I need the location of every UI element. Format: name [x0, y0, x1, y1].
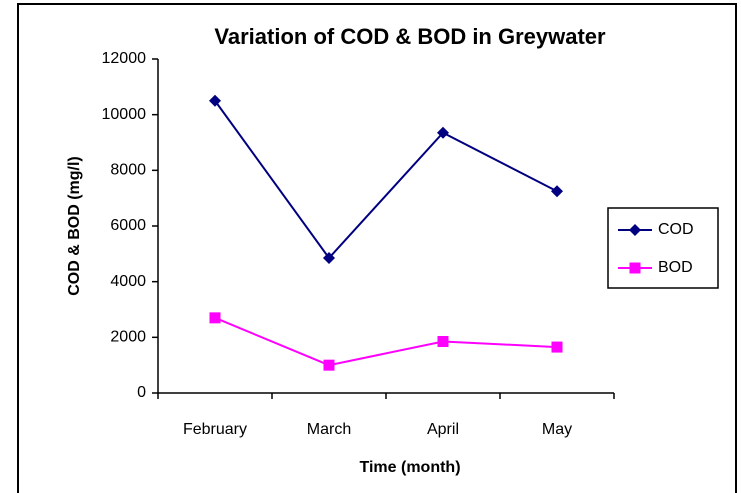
x-tick-label: May: [542, 421, 572, 438]
y-tick-label: 10000: [102, 106, 147, 123]
y-tick-label: 12000: [102, 50, 147, 67]
data-point: [437, 336, 449, 348]
legend-label: COD: [658, 221, 694, 238]
legend-marker: [629, 224, 641, 236]
legend-marker: [629, 262, 641, 274]
series-line: [214, 100, 558, 260]
data-point: [551, 341, 563, 353]
data-point: [437, 126, 449, 139]
data-point: [323, 252, 335, 265]
x-tick-label: April: [427, 421, 459, 438]
data-point: [323, 359, 335, 371]
y-tick-label: 2000: [110, 329, 146, 346]
y-tick-label: 0: [137, 384, 146, 401]
legend-label: BOD: [658, 259, 693, 276]
data-point: [209, 312, 221, 324]
y-axis-title: COD & BOD (mg/l): [66, 156, 83, 296]
x-tick-label: March: [307, 421, 351, 438]
data-point: [209, 94, 221, 107]
y-tick-label: 8000: [110, 162, 146, 179]
x-axis-title: Time (month): [359, 459, 460, 476]
series-line: [214, 316, 558, 367]
y-tick-label: 4000: [110, 273, 146, 290]
chart-title: Variation of COD & BOD in Greywater: [214, 24, 606, 49]
x-tick-label: February: [183, 421, 247, 438]
legend-box: [607, 207, 719, 289]
data-point: [551, 185, 563, 198]
y-tick-label: 6000: [110, 217, 146, 234]
